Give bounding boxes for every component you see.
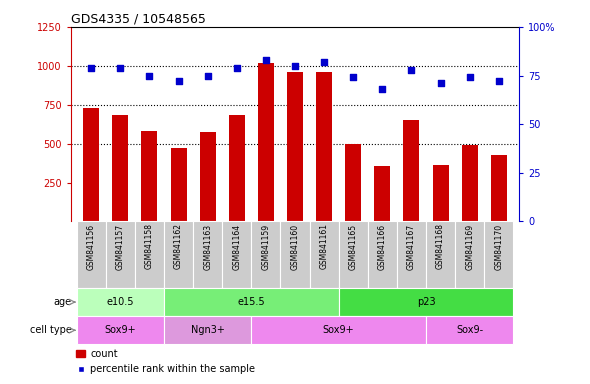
Text: Sox9+: Sox9+ — [104, 325, 136, 335]
Text: cell type: cell type — [30, 325, 71, 335]
Bar — [345, 144, 361, 222]
Legend: count, percentile rank within the sample: count, percentile rank within the sample — [76, 349, 255, 374]
Bar — [193, 222, 222, 288]
Point — [232, 65, 241, 71]
Bar — [368, 222, 397, 288]
Point — [349, 74, 358, 81]
Bar — [171, 148, 186, 222]
Point — [494, 78, 503, 84]
Text: GSM841157: GSM841157 — [116, 223, 125, 270]
Text: GSM841165: GSM841165 — [349, 223, 358, 270]
Text: GSM841163: GSM841163 — [203, 223, 212, 270]
Bar — [142, 131, 158, 222]
Text: e10.5: e10.5 — [107, 297, 134, 307]
Bar — [229, 115, 245, 222]
Text: GSM841160: GSM841160 — [290, 223, 300, 270]
Point — [116, 65, 125, 71]
Text: GSM841170: GSM841170 — [494, 223, 503, 270]
Bar — [339, 288, 513, 316]
Text: GSM841161: GSM841161 — [320, 223, 329, 270]
Text: GSM841166: GSM841166 — [378, 223, 387, 270]
Bar — [462, 145, 478, 222]
Point — [145, 73, 154, 79]
Text: GDS4335 / 10548565: GDS4335 / 10548565 — [71, 13, 206, 26]
Point — [407, 66, 416, 73]
Text: GSM841162: GSM841162 — [174, 223, 183, 270]
Text: GSM841167: GSM841167 — [407, 223, 416, 270]
Bar — [83, 108, 99, 222]
Text: Sox9-: Sox9- — [456, 325, 483, 335]
Bar — [491, 154, 507, 222]
Text: age: age — [53, 297, 71, 307]
Bar — [280, 222, 310, 288]
Bar — [404, 120, 419, 222]
Bar — [455, 222, 484, 288]
Text: GSM841158: GSM841158 — [145, 223, 154, 270]
Bar — [164, 288, 339, 316]
Text: GSM841156: GSM841156 — [87, 223, 96, 270]
Bar — [426, 316, 513, 344]
Bar — [432, 166, 448, 222]
Point — [261, 57, 271, 63]
Bar — [258, 63, 274, 222]
Bar — [251, 316, 426, 344]
Bar — [484, 222, 513, 288]
Text: GSM841169: GSM841169 — [465, 223, 474, 270]
Bar — [77, 222, 106, 288]
Text: Ngn3+: Ngn3+ — [191, 325, 225, 335]
Bar — [199, 132, 216, 222]
Bar — [374, 166, 391, 222]
Bar — [397, 222, 426, 288]
Text: GSM841159: GSM841159 — [261, 223, 270, 270]
Bar — [164, 316, 251, 344]
Bar — [316, 72, 332, 222]
Text: e15.5: e15.5 — [238, 297, 265, 307]
Bar — [287, 72, 303, 222]
Point — [203, 73, 212, 79]
Point — [436, 80, 445, 86]
Point — [174, 78, 183, 84]
Bar — [426, 222, 455, 288]
Bar — [112, 115, 128, 222]
Text: Sox9+: Sox9+ — [323, 325, 355, 335]
Bar — [339, 222, 368, 288]
Point — [319, 59, 329, 65]
Bar — [106, 222, 135, 288]
Text: p23: p23 — [417, 297, 435, 307]
Point — [290, 63, 300, 69]
Text: GSM841164: GSM841164 — [232, 223, 241, 270]
Bar — [77, 316, 164, 344]
Bar — [77, 288, 164, 316]
Point — [465, 74, 474, 81]
Bar — [164, 222, 193, 288]
Bar — [135, 222, 164, 288]
Point — [87, 65, 96, 71]
Text: GSM841168: GSM841168 — [436, 223, 445, 270]
Bar — [310, 222, 339, 288]
Point — [378, 86, 387, 92]
Bar — [251, 222, 280, 288]
Bar — [222, 222, 251, 288]
